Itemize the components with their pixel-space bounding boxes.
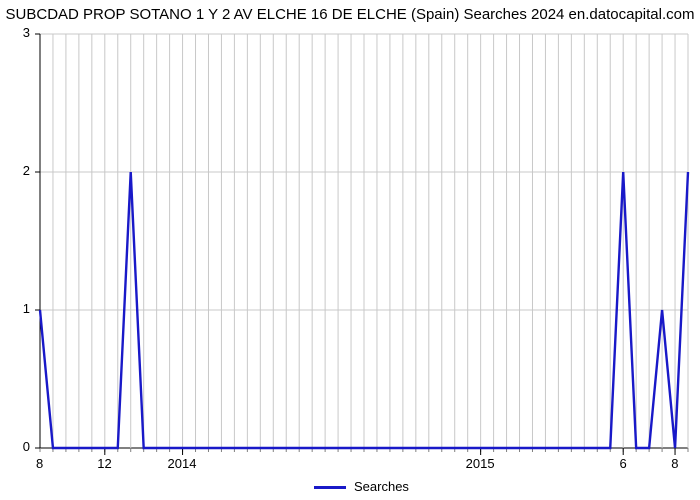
y-tick-label: 0 bbox=[23, 439, 30, 454]
x-tick-label: 8 bbox=[671, 456, 678, 471]
legend-label: Searches bbox=[354, 479, 409, 494]
x-tick-label: 8 bbox=[36, 456, 43, 471]
x-tick-label: 2014 bbox=[168, 456, 197, 471]
chart-container: SUBCDAD PROP SOTANO 1 Y 2 AV ELCHE 16 DE… bbox=[0, 0, 700, 500]
chart-plot bbox=[0, 0, 700, 500]
y-tick-label: 3 bbox=[23, 25, 30, 40]
legend-swatch bbox=[314, 486, 346, 489]
x-tick-label: 12 bbox=[97, 456, 111, 471]
x-tick-label: 2015 bbox=[466, 456, 495, 471]
y-tick-label: 1 bbox=[23, 301, 30, 316]
y-tick-label: 2 bbox=[23, 163, 30, 178]
x-tick-label: 6 bbox=[619, 456, 626, 471]
